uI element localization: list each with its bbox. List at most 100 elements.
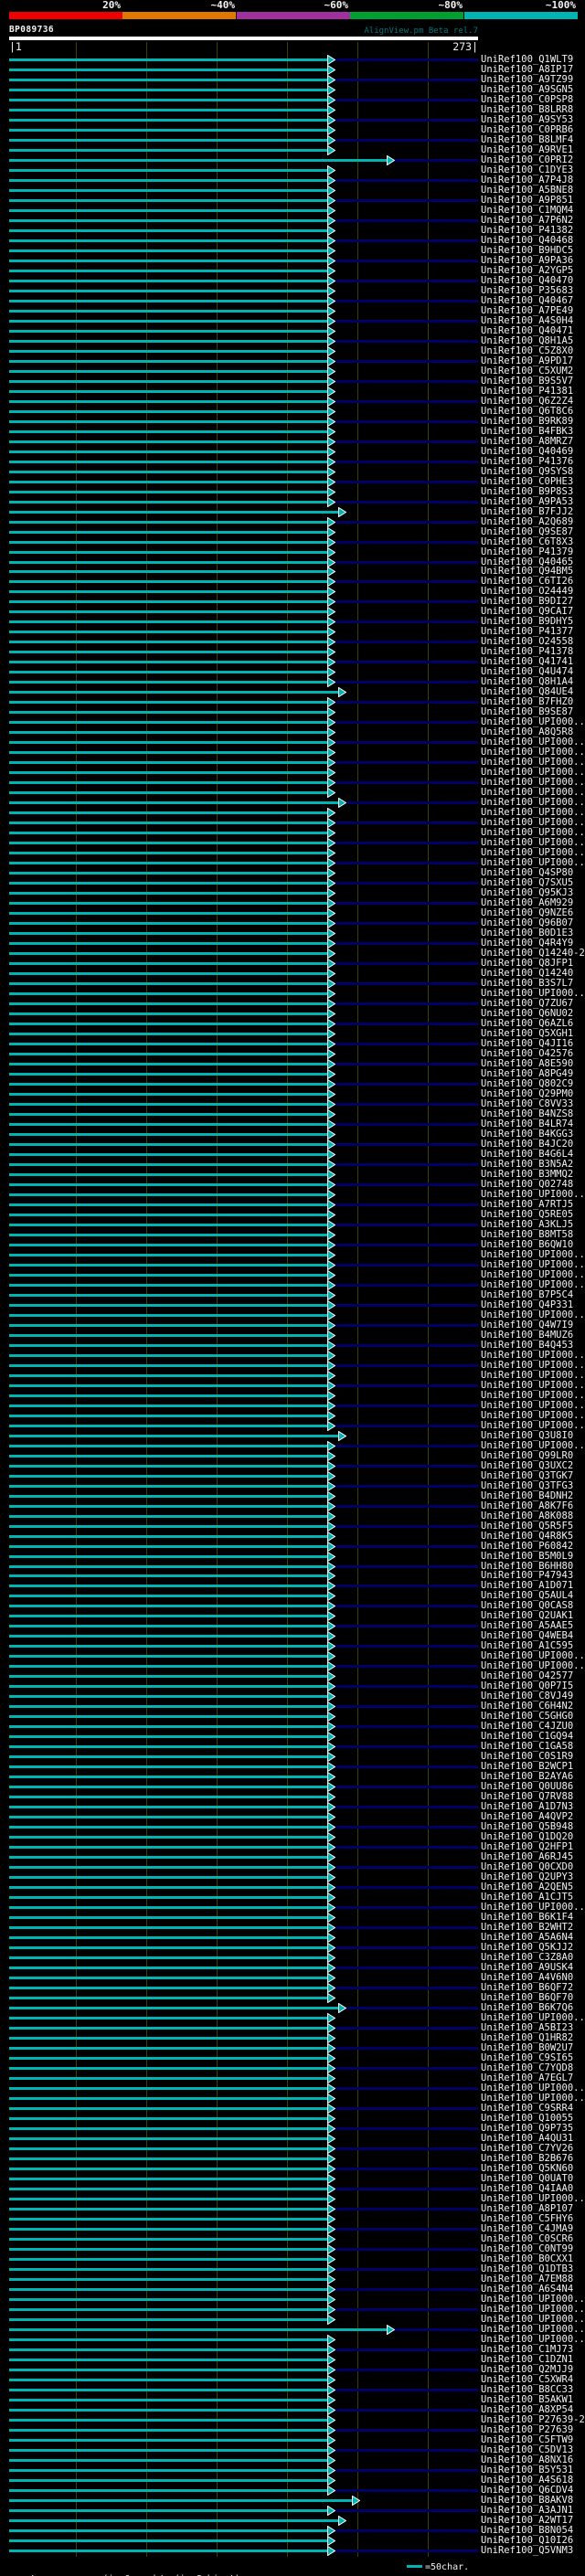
subject-line — [335, 179, 478, 182]
subject-line — [335, 882, 478, 885]
alignment-row: UniRef100_B8AKV8 — [0, 2496, 585, 2506]
alignment-row: UniRef100_A2QEN5 — [0, 1882, 585, 1892]
hit-label: UniRef100_UPI000.. — [481, 2334, 585, 2345]
arrow-right-icon — [327, 2395, 335, 2405]
arrow-right-icon — [327, 878, 335, 888]
alignment-bar — [9, 1364, 327, 1367]
alignment-row: UniRef100_B3N5A2 — [0, 1160, 585, 1170]
arrow-right-icon — [327, 1320, 335, 1330]
alignment-bar — [9, 1675, 327, 1678]
subject-line — [335, 2469, 478, 2472]
hit-label: UniRef100_B5Y531 — [481, 2465, 574, 2475]
hit-label: UniRef100_UPI000.. — [481, 1902, 585, 1913]
arrow-right-icon — [327, 1631, 335, 1641]
arrow-right-icon — [327, 2144, 335, 2154]
arrow-right-icon — [327, 1993, 335, 2003]
hit-label: UniRef100_A7P6N2 — [481, 215, 574, 226]
alignment-bar — [9, 1384, 327, 1387]
alignment-bar — [9, 962, 327, 965]
arrow-right-icon — [327, 1923, 335, 1933]
gap-in-query-triangle-icon: ▲ — [97, 2574, 102, 2576]
hit-label: UniRef100_Q9CAI7 — [481, 606, 574, 617]
arrow-right-icon — [327, 65, 335, 75]
hit-label: UniRef100_Q3TGK7 — [481, 1470, 574, 1481]
scale-tick-label: 20% — [102, 0, 121, 11]
hit-label: UniRef100_C4JMA9 — [481, 2223, 574, 2234]
hit-label: UniRef100_Q4SP80 — [481, 867, 574, 878]
alignment-bar — [9, 2248, 327, 2251]
alignment-row: UniRef100_A3KLJ5 — [0, 1220, 585, 1230]
alignment-bar — [9, 1705, 327, 1708]
subject-line — [335, 1183, 478, 1186]
alignment-bar — [9, 1836, 327, 1839]
alignment-row: UniRef100_UPI000.. — [0, 808, 585, 818]
alignment-row: UniRef100_C6H4N2 — [0, 1701, 585, 1712]
subject-line — [335, 1505, 478, 1508]
subject-line — [335, 1264, 478, 1267]
hit-label: UniRef100_Q2MJJ9 — [481, 2364, 574, 2375]
hit-label: UniRef100_Q3TFG3 — [481, 1480, 574, 1491]
hit-label: UniRef100_A6S4N4 — [481, 2284, 574, 2295]
arrow-right-icon — [327, 2475, 335, 2486]
arrow-right-icon — [327, 567, 335, 577]
arrow-right-icon — [327, 1822, 335, 1832]
hit-label: UniRef100_B6QF70 — [481, 1992, 574, 2003]
arrow-right-icon — [327, 1129, 335, 1140]
alignment-bar — [9, 2168, 327, 2170]
alignment-row: UniRef100_UPI000.. — [0, 2315, 585, 2325]
hit-label: UniRef100_C7YV26 — [481, 2143, 574, 2154]
alignment-bar — [9, 260, 327, 262]
scale-tick-label: ~80% — [438, 0, 463, 11]
hit-label: UniRef100_UPI000.. — [481, 747, 585, 758]
subject-line — [335, 1304, 478, 1307]
arrow-right-icon — [327, 366, 335, 376]
alignment-row: UniRef100_Q5R5F5 — [0, 1521, 585, 1532]
alignment-bar — [9, 1987, 327, 1989]
hit-label: UniRef100_Q802C9 — [481, 1078, 574, 1089]
alignment-bar — [9, 2057, 327, 2060]
hit-label: UniRef100_B2WHT2 — [481, 1922, 574, 1933]
alignment-row: UniRef100_Q41741 — [0, 657, 585, 667]
arrow-right-icon — [327, 2385, 335, 2395]
alignment-bar — [9, 58, 327, 61]
alignment-row: UniRef100_A7P4J8 — [0, 175, 585, 186]
alignment-bar — [9, 360, 327, 363]
hit-label: UniRef100_B9DI27 — [481, 596, 574, 607]
subject-line — [335, 2489, 478, 2492]
subject-line — [335, 219, 478, 222]
subject-line — [335, 1866, 478, 1869]
subject-line — [335, 922, 478, 925]
arrow-right-icon — [327, 1591, 335, 1601]
hit-label: UniRef100_P47943 — [481, 1570, 574, 1581]
alignment-bar — [9, 561, 327, 564]
alignment-row: UniRef100_Q4W7I9 — [0, 1320, 585, 1330]
hit-label: UniRef100_Q02748 — [481, 1179, 574, 1190]
alignment-row: UniRef100_B0D1E3 — [0, 928, 585, 938]
alignment-row: UniRef100_UPI000.. — [0, 818, 585, 828]
alignment-row: UniRef100_Q14240 — [0, 969, 585, 979]
alignment-bar — [9, 501, 327, 504]
alignment-row: UniRef100_Q1DTB3 — [0, 2264, 585, 2274]
arrow-right-icon — [327, 1190, 335, 1200]
arrow-right-icon — [327, 1381, 335, 1391]
alignment-row: UniRef100_C4JZU0 — [0, 1722, 585, 1732]
hit-label: UniRef100_A4S0H4 — [481, 315, 574, 326]
arrow-right-icon — [327, 2365, 335, 2375]
arrow-right-icon — [327, 2043, 335, 2053]
hit-label: UniRef100_Q1WLT9 — [481, 54, 574, 65]
subject-line — [335, 1284, 478, 1287]
subject-line — [335, 280, 478, 282]
hit-label: UniRef100_A2Q689 — [481, 516, 574, 527]
subject-line — [335, 902, 478, 905]
arrow-right-icon — [327, 1421, 335, 1431]
arrow-right-icon — [327, 427, 335, 437]
arrow-right-icon — [327, 1451, 335, 1461]
alignment-bar — [9, 2107, 327, 2110]
hit-label: UniRef100_B2AYA6 — [481, 1771, 574, 1782]
subject-line — [335, 320, 478, 323]
arrow-right-icon — [338, 2003, 346, 2013]
subject-line — [335, 1143, 478, 1146]
alignment-row: UniRef100_Q14240-2 — [0, 949, 585, 959]
subject-line — [335, 2047, 478, 2050]
arrow-right-icon — [327, 2506, 335, 2516]
